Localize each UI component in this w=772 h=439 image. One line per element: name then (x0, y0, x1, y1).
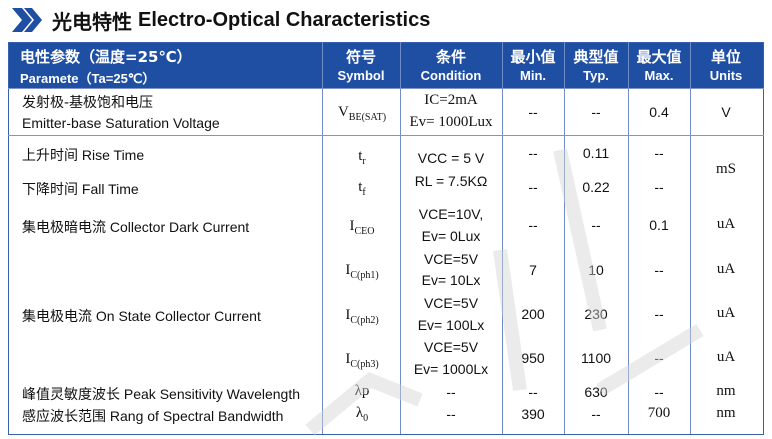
symbol-cell: IC(ph2) (345, 307, 379, 326)
min-cell: -- (528, 145, 538, 161)
header-typ-cn: 典型值 (573, 48, 619, 66)
max-cell: 0.1 (649, 217, 669, 233)
heading-cn: 光电特性 (52, 9, 132, 34)
unit-cell: uA (716, 305, 736, 321)
param-label: 集电极暗电流 Collector Dark Current (22, 219, 250, 236)
unit-cell: nm (716, 405, 736, 421)
header-param-en: Paramete（Ta=25℃） (20, 71, 156, 86)
header-condition-cn: 条件 (435, 48, 466, 66)
condition-cell: VCE=5V (423, 339, 479, 355)
header-units-cn: 单位 (710, 48, 741, 66)
typ-cell: 0.22 (582, 179, 610, 195)
condition-cell: Ev= 10Lx (421, 272, 481, 288)
condition-cell: IC=2mA (424, 92, 478, 108)
table-header (8, 42, 764, 88)
column-divider (564, 42, 565, 434)
header-typ-en: Typ. (583, 68, 609, 83)
header-units-en: Units (709, 68, 743, 83)
max-cell: -- (654, 306, 664, 322)
column-divider (400, 42, 401, 434)
header-symbol-cn: 符号 (345, 48, 376, 66)
min-cell: 390 (521, 406, 545, 422)
condition-cell: Ev= 1000Lx (413, 361, 489, 377)
symbol-cell: λ0 (355, 405, 369, 424)
symbol-cell: tf (358, 179, 366, 198)
typ-cell: 1100 (580, 350, 612, 366)
table-frame (8, 42, 764, 435)
min-cell: -- (528, 179, 538, 195)
max-cell: 700 (647, 405, 671, 421)
max-cell: -- (654, 179, 664, 195)
condition-cell: -- (446, 384, 456, 400)
double-chevron-icon (12, 8, 42, 32)
header-condition-en: Condition (420, 68, 482, 83)
unit-cell: uA (716, 349, 736, 365)
max-cell: -- (654, 384, 664, 400)
condition-cell: Ev= 1000Lux (409, 114, 493, 130)
param-label: 下降时间 Fall Time (22, 181, 139, 198)
unit-cell: uA (716, 216, 736, 232)
unit-cell: uA (716, 261, 736, 277)
column-divider (502, 42, 503, 434)
typ-cell: 10 (588, 262, 604, 278)
unit-cell: nm (716, 383, 736, 399)
unit-cell: V (721, 104, 731, 120)
condition-cell: Ev= 0Lux (421, 228, 481, 244)
condition-cell: RL = 7.5KΩ (414, 173, 488, 189)
symbol-cell: ICEO (349, 218, 375, 237)
min-cell: 950 (521, 350, 545, 366)
condition-cell: VCC = 5 V (417, 150, 485, 166)
typ-cell: -- (591, 217, 601, 233)
header-max-cn: 最大值 (636, 48, 682, 66)
min-cell: -- (528, 217, 538, 233)
max-cell: -- (654, 262, 664, 278)
heading-en: Electro-Optical Characteristics (138, 8, 431, 31)
symbol-cell: IC(ph1) (345, 262, 379, 281)
min-cell: -- (528, 104, 538, 120)
typ-cell: -- (591, 406, 601, 422)
min-cell: 200 (521, 306, 545, 322)
condition-cell: VCE=5V (423, 251, 479, 267)
typ-cell: 630 (584, 384, 608, 400)
param-label-cn: 发射极-基极饱和电压 (22, 95, 154, 111)
typ-cell: 230 (584, 306, 608, 322)
max-cell: -- (654, 145, 664, 161)
min-cell: 7 (529, 262, 537, 278)
row-divider (8, 135, 764, 136)
min-cell: -- (528, 384, 538, 400)
typ-cell: -- (591, 104, 601, 120)
column-divider (690, 42, 691, 434)
header-symbol-en: Symbol (337, 68, 385, 83)
column-divider (322, 42, 323, 434)
param-label: 感应波长范围 Rang of Spectral Bandwidth (22, 408, 284, 425)
param-label-en: Emitter-base Saturation Voltage (22, 115, 220, 131)
header-min-en: Min. (520, 68, 546, 83)
symbol-cell: tr (358, 148, 366, 167)
param-label: 上升时间 Rise Time (22, 147, 145, 164)
unit-cell: mS (715, 161, 736, 177)
condition-cell: VCE=5V (423, 295, 479, 311)
param-label: 集电极电流 On State Collector Current (22, 308, 261, 325)
symbol-cell: λp (354, 383, 370, 399)
column-divider (628, 42, 629, 434)
param-label: 峰值灵敏度波长 Peak Sensitivity Wavelength (22, 386, 301, 403)
header-max-en: Max. (644, 68, 674, 83)
section-heading: 光电特性 Electro-Optical Characteristics (10, 4, 430, 36)
row-divider (8, 88, 764, 89)
header-param-cn: 电性参数（温度=25℃） (20, 48, 192, 66)
condition-cell: Ev= 100Lx (417, 317, 485, 333)
condition-cell: -- (446, 406, 456, 422)
max-cell: -- (654, 350, 664, 366)
max-cell: 0.4 (649, 104, 669, 120)
symbol-cell: VBE(SAT) (337, 104, 387, 123)
condition-cell: VCE=10V, (418, 206, 484, 222)
header-min-cn: 最小值 (510, 48, 556, 66)
typ-cell: 0.11 (582, 145, 610, 161)
symbol-cell: IC(ph3) (345, 351, 379, 370)
